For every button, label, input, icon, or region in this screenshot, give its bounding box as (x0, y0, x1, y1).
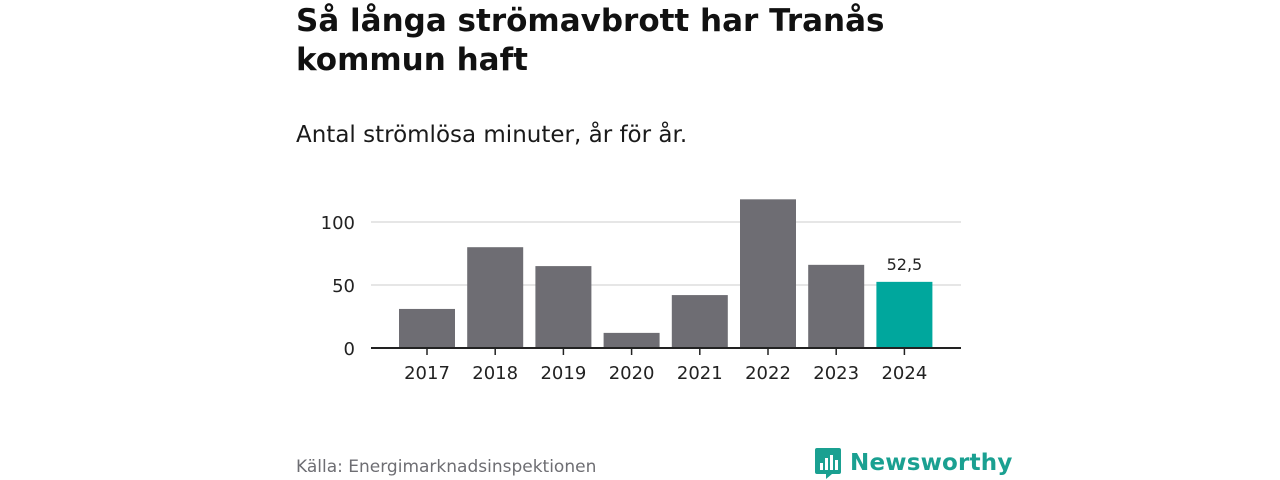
bar-2018 (467, 247, 524, 348)
y-tick-label: 0 (344, 339, 355, 360)
bar-2022 (740, 199, 796, 348)
chart-subtitle: Antal strömlösa minuter, år för år. (296, 122, 688, 148)
x-tick-label: 2021 (677, 363, 723, 384)
data-label: 52,5 (887, 255, 923, 274)
newsworthy-logo-icon (815, 448, 841, 479)
bar-2023 (808, 264, 865, 348)
x-tick-label: 2020 (609, 363, 655, 384)
y-tick-label: 100 (321, 213, 355, 234)
source-note: Källa: Energimarknadsinspektionen (296, 457, 597, 477)
brand-name: Newsworthy (850, 450, 1013, 476)
bar-2019 (535, 266, 592, 348)
x-tick-label: 2018 (472, 363, 518, 384)
bar-2021 (671, 295, 728, 348)
newsworthy-brand[interactable]: Newsworthy (814, 446, 1013, 480)
bar-2024 (876, 281, 933, 348)
x-tick-label: 2017 (404, 363, 450, 384)
x-tick-label: 2019 (540, 363, 586, 384)
x-tick-label: 2024 (881, 363, 927, 384)
bar-2017 (399, 308, 455, 348)
x-tick-label: 2022 (745, 363, 791, 384)
chart-title: Så långa strömavbrott har Tranås kommun … (296, 3, 885, 78)
x-tick-label: 2023 (813, 363, 859, 384)
bar-2020 (603, 332, 660, 348)
y-tick-label: 50 (332, 276, 355, 297)
